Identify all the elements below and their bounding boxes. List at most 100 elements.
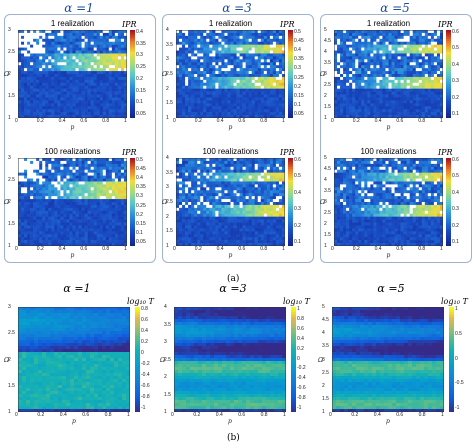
heatmap-cell (272, 79, 277, 84)
heatmap-cell (203, 202, 207, 206)
heatmap-cell (33, 100, 37, 104)
heatmap-cell (278, 225, 283, 229)
colorbar-step (130, 219, 135, 223)
heatmap-cell (81, 59, 85, 63)
heatmap-cell (239, 50, 243, 54)
heatmap-cell (78, 219, 82, 223)
heatmap-cell (221, 204, 225, 209)
heatmap-cell (72, 35, 76, 40)
heatmap-cell (63, 41, 67, 45)
heatmap-cell (215, 228, 219, 232)
heatmap-cell (36, 59, 40, 63)
heatmap-cell (206, 91, 210, 95)
heatmap-cell (218, 175, 222, 179)
heatmap-cell (233, 65, 237, 69)
heatmap-cell (36, 222, 40, 226)
heatmap-cell (281, 56, 285, 60)
heatmap-cell (358, 32, 362, 37)
cb-tick-2-8: 0.1 (294, 101, 301, 108)
heatmap-cell (266, 158, 271, 162)
heatmap-cell (191, 79, 195, 84)
heatmap-cell (182, 190, 186, 194)
heatmap-cell (54, 94, 58, 98)
heatmap-cell (60, 44, 64, 48)
heatmap-cell (24, 163, 28, 168)
heatmap-cell (227, 115, 231, 118)
heatmap-cell (27, 74, 31, 78)
colorbar-step (130, 193, 135, 196)
heatmap-cell (108, 184, 113, 188)
heatmap-cell (123, 112, 127, 116)
heatmap-cell (254, 71, 259, 75)
heatmap-cell (45, 44, 49, 48)
heatmap-cell (352, 56, 356, 60)
heatmap-cell (45, 219, 49, 223)
heatmap-cell (275, 41, 280, 45)
heatmap-cell (227, 243, 231, 246)
heatmap-cell (239, 228, 243, 232)
heatmap-cell (24, 158, 28, 162)
heatmap-cell (63, 56, 67, 60)
x-tick-0-3: 0.6 (80, 118, 88, 124)
heatmap-cell (69, 112, 73, 116)
heatmap-cell (203, 234, 207, 238)
heatmap-cell (191, 178, 195, 182)
heatmap-cell (117, 112, 122, 116)
heatmap-cell (233, 169, 237, 173)
heatmap-cell (96, 85, 101, 89)
heatmap-cell (200, 222, 204, 226)
heatmap-cell (263, 231, 268, 235)
heatmap-cell (203, 32, 207, 37)
heatmap-cell (257, 184, 262, 188)
heatmap-cell (218, 50, 222, 54)
heatmap-cell (203, 219, 207, 223)
heatmap-cell (123, 79, 127, 84)
heatmap-cell (257, 59, 262, 63)
heatmap-cell (281, 216, 285, 220)
cb-tick-3-5: 0.1 (294, 239, 301, 245)
heatmap-cell (176, 56, 180, 60)
heatmap-cell (33, 53, 37, 57)
heatmap-cell (403, 38, 407, 43)
heatmap-cell (45, 240, 49, 244)
heatmap-cell (93, 216, 98, 220)
y-tick-2-0: 1 (166, 115, 169, 121)
heatmap-cell (30, 56, 34, 60)
heatmap-cell (269, 213, 274, 217)
heatmap-cell (99, 199, 104, 203)
heatmap-cell (248, 187, 252, 191)
heatmap-cell (424, 30, 429, 34)
heatmap-cell (361, 56, 365, 60)
heatmap-cell (84, 41, 88, 45)
heatmap-cell (218, 35, 222, 40)
heatmap-cell (66, 56, 70, 60)
heatmap-cell (54, 32, 58, 37)
heatmap-cell (27, 106, 31, 110)
heatmap-cell (21, 231, 25, 235)
heatmap-cell (263, 222, 268, 226)
heatmap-cell (233, 88, 237, 92)
colorbar-step (130, 230, 135, 234)
heatmap-cell (197, 178, 201, 182)
cb-tick-0-5: 0.15 (136, 87, 146, 94)
heatmap-cell (66, 234, 70, 238)
heatmap-cell (108, 109, 113, 113)
heatmap-cell (227, 79, 231, 84)
heatmap-cell (260, 65, 265, 69)
heatmap-cell (421, 32, 426, 37)
heatmap-cell (230, 94, 234, 98)
heatmap-cell (191, 213, 195, 217)
heatmap-cell (281, 169, 285, 173)
heatmap-cell (212, 231, 216, 235)
heatmap-cell (251, 103, 256, 107)
heatmap-cell (105, 204, 110, 209)
heatmap-cell (367, 41, 371, 45)
heatmap-cell (105, 199, 110, 203)
heatmap-cell (200, 202, 204, 206)
heatmap-cell (206, 94, 210, 98)
heatmap-cell (197, 237, 201, 241)
heatmap-cell (42, 228, 46, 232)
heatmap-cell (188, 243, 192, 246)
heatmap-cell (278, 97, 283, 101)
heatmap-cell (334, 50, 338, 54)
